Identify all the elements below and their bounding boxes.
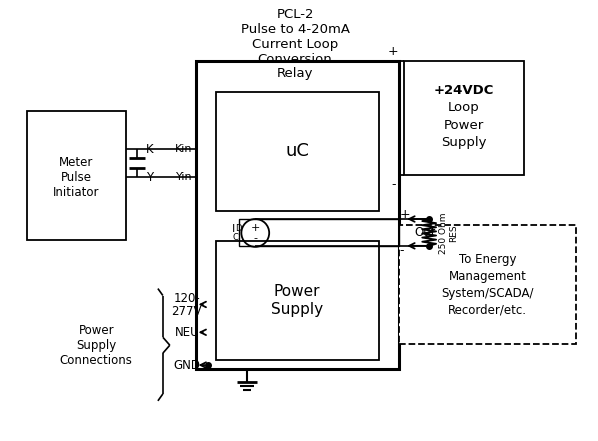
Text: Recorder/etc.: Recorder/etc. — [448, 304, 527, 317]
FancyBboxPatch shape — [215, 241, 380, 360]
Text: Yin: Yin — [176, 172, 193, 182]
Text: +: + — [251, 223, 260, 233]
FancyBboxPatch shape — [404, 61, 524, 175]
Text: Management: Management — [449, 270, 527, 283]
FancyBboxPatch shape — [196, 61, 399, 369]
Text: -: - — [391, 178, 396, 191]
Text: RES: RES — [449, 224, 458, 242]
Text: -: - — [254, 233, 257, 243]
Text: +: + — [399, 208, 410, 220]
Text: Current Loop: Current Loop — [252, 37, 338, 51]
Text: PCL-2: PCL-2 — [276, 8, 314, 21]
Text: Conversion: Conversion — [258, 52, 332, 66]
Text: 250 Ohm: 250 Ohm — [439, 212, 448, 254]
Text: Power
Supply: Power Supply — [271, 284, 323, 317]
FancyBboxPatch shape — [399, 225, 576, 344]
Text: System/SCADA/: System/SCADA/ — [441, 287, 534, 300]
Text: I: I — [232, 224, 235, 234]
Text: -: - — [399, 244, 404, 257]
Text: Power
Supply
Connections: Power Supply Connections — [60, 324, 133, 367]
Text: Meter: Meter — [59, 156, 94, 169]
Text: uC: uC — [285, 142, 309, 161]
Text: Pulse: Pulse — [61, 171, 92, 184]
Text: 120-: 120- — [173, 292, 200, 305]
Text: 277V: 277V — [172, 305, 202, 318]
Text: To Energy: To Energy — [459, 253, 517, 266]
Text: Pulse to 4-20mA: Pulse to 4-20mA — [240, 23, 349, 36]
FancyBboxPatch shape — [215, 92, 380, 211]
Text: Power: Power — [444, 119, 484, 132]
Text: Out: Out — [414, 226, 436, 239]
Text: NEU: NEU — [175, 326, 199, 339]
Text: Initiator: Initiator — [53, 186, 100, 199]
Text: D: D — [235, 224, 242, 233]
Text: +: + — [388, 45, 399, 58]
Text: K: K — [146, 143, 154, 156]
Text: Relay: Relay — [277, 67, 313, 80]
FancyBboxPatch shape — [27, 111, 126, 240]
Text: +24VDC: +24VDC — [434, 84, 494, 97]
Text: GND: GND — [173, 359, 200, 372]
Text: Supply: Supply — [441, 136, 487, 149]
Text: Loop: Loop — [448, 101, 480, 114]
Text: Y: Y — [146, 171, 153, 184]
Text: C: C — [233, 233, 239, 243]
Text: Kin: Kin — [175, 145, 193, 154]
